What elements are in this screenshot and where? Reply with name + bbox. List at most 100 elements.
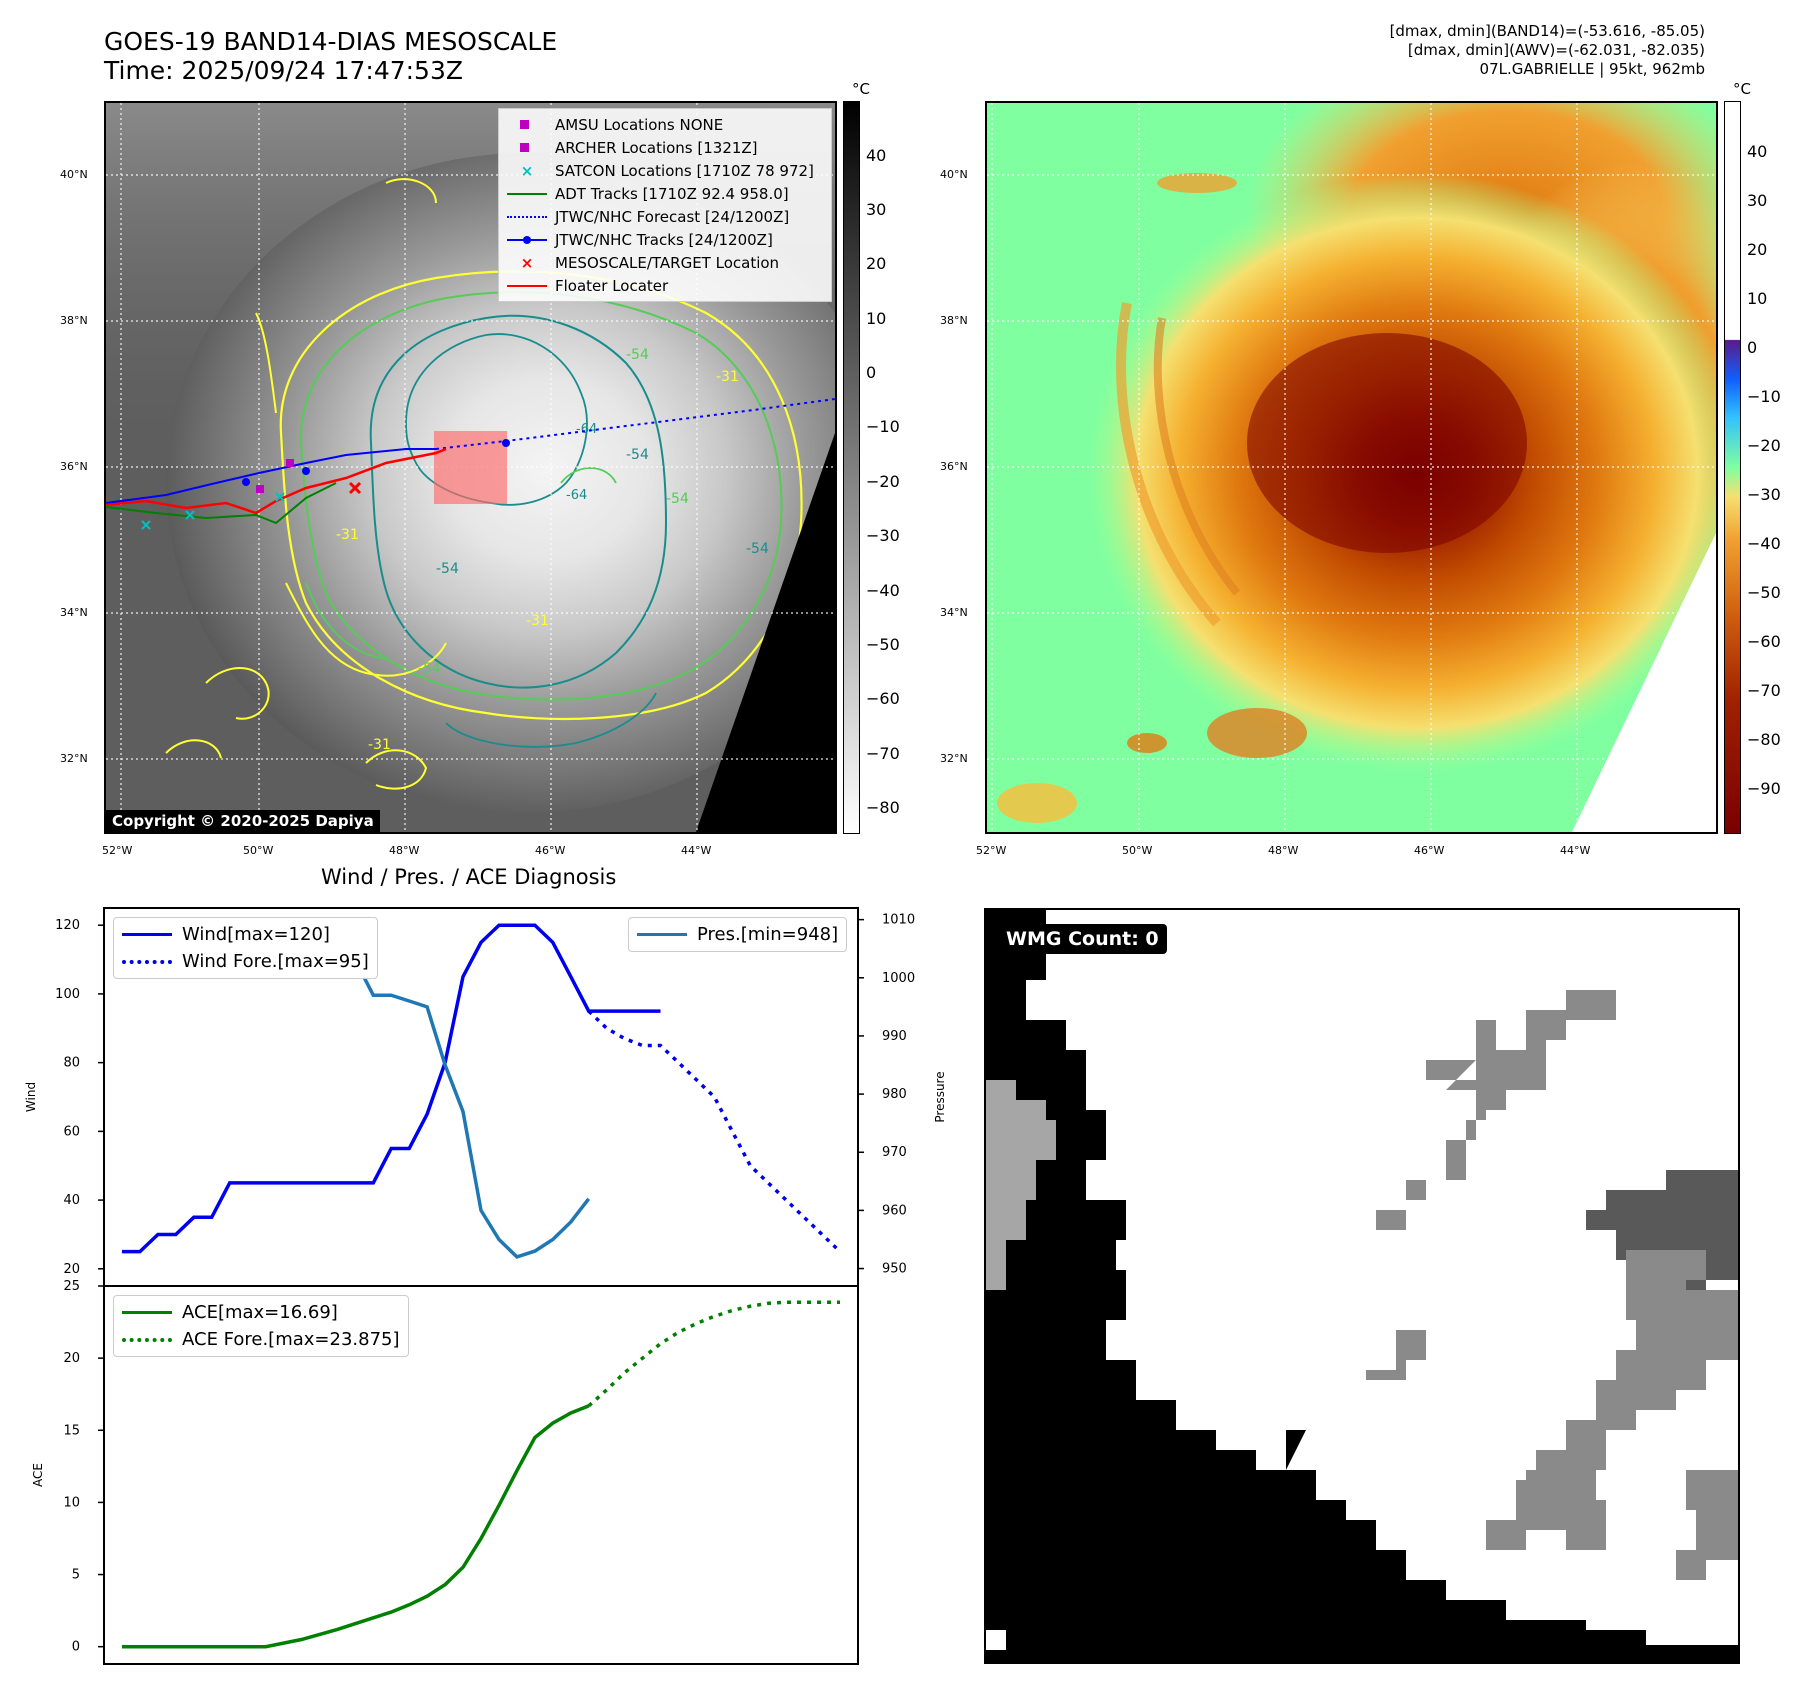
contour-label: -64 — [576, 422, 597, 437]
contour-label: -54 — [666, 491, 689, 507]
y-tick-label: 960 — [882, 1203, 907, 1218]
lat-label: 32°N — [940, 752, 968, 765]
ace-legend: ACE[max=16.69] ACE Fore.[max=23.875] — [113, 1295, 409, 1357]
y-tick-label: 980 — [882, 1087, 907, 1102]
lon-label: 48°W — [389, 844, 420, 857]
series-line-wind-max- — [122, 923, 661, 1254]
y-tick-label: 950 — [882, 1262, 907, 1277]
colorbar-unit: °C — [852, 80, 870, 98]
y-tick-label: 20 — [63, 1351, 80, 1366]
map-legend: AMSU Locations NONE ARCHER Locations [13… — [498, 108, 832, 302]
legend-row-tracks: JTWC/NHC Tracks [24/1200Z] — [505, 228, 825, 251]
y-tick-label: 120 — [55, 918, 80, 933]
lat-label: 32°N — [60, 752, 88, 765]
colorbar-tick: −10 — [1747, 387, 1781, 406]
legend-row-mesoscale: × MESOSCALE/TARGET Location — [505, 251, 825, 274]
lat-label: 38°N — [60, 314, 88, 327]
lat-label: 34°N — [940, 606, 968, 619]
colorbar-tick: −20 — [866, 472, 900, 491]
y-tick-label: 5 — [72, 1568, 80, 1583]
stats-line-1: [dmax, dmin](BAND14)=(-53.616, -85.05) — [1389, 22, 1705, 40]
lon-label: 44°W — [681, 844, 712, 857]
colorbar-tick: 0 — [866, 363, 877, 382]
wind-axis-label: Wind — [24, 1082, 38, 1112]
colorbar-tick: −60 — [1747, 632, 1781, 651]
contour-label: -54 — [418, 661, 441, 677]
legend-row-ace: ACE[max=16.69] — [122, 1299, 400, 1326]
colorbar-tick: 20 — [1747, 240, 1768, 259]
contour-label: -31 — [336, 527, 359, 543]
legend-row-forecast: JTWC/NHC Forecast [24/1200Z] — [505, 205, 825, 228]
colorbar-tick: 40 — [1747, 142, 1768, 161]
colorbar-tick: −50 — [1747, 583, 1781, 602]
series-line-ace-max- — [122, 1404, 590, 1649]
figure-title: GOES-19 BAND14-DIAS MESOSCALE Time: 2025… — [104, 27, 557, 85]
title-line-1: GOES-19 BAND14-DIAS MESOSCALE — [104, 27, 558, 56]
lon-label: 52°W — [102, 844, 133, 857]
legend-row-archer: ARCHER Locations [1321Z] — [505, 136, 825, 159]
line-dot-icon — [505, 233, 549, 247]
wmg-svg — [986, 910, 1738, 1662]
series-line-ace-fore-max- — [587, 1300, 840, 1408]
legend-row-pres: Pres.[min=948] — [637, 921, 838, 948]
lon-label: 46°W — [535, 844, 566, 857]
wmg-count-label: WMG Count: 0 — [998, 924, 1167, 954]
legend-row-floater: Floater Locater — [505, 274, 825, 297]
ace-axis-label: ACE — [31, 1463, 45, 1487]
y-tick-label: 60 — [63, 1124, 80, 1139]
pressure-legend: Pres.[min=948] — [628, 917, 848, 952]
lon-label: 50°W — [243, 844, 274, 857]
colorbar-tick: −30 — [1747, 485, 1781, 504]
legend-row-wind-fore: Wind Fore.[max=95] — [122, 948, 369, 975]
x-marker-icon: × — [520, 253, 534, 272]
legend-row-amsu: AMSU Locations NONE — [505, 113, 825, 136]
colorbar-tick: −50 — [866, 635, 900, 654]
colorbar-tick: 10 — [1747, 289, 1768, 308]
colorbar-tick: −30 — [866, 526, 900, 545]
y-tick-label: 25 — [63, 1279, 80, 1294]
series-line-wind-fore-max- — [587, 1009, 842, 1253]
ace-panel: 0 5 10 15 20 25 ACE — [31, 1279, 859, 1665]
lat-label: 36°N — [940, 460, 968, 473]
colorbar-tick: 30 — [866, 200, 887, 219]
colorbar-tick: −90 — [1747, 779, 1781, 798]
dotted-line-icon — [505, 210, 549, 224]
y-tick-label: 10 — [63, 1495, 80, 1510]
lat-label: 40°N — [60, 168, 88, 181]
lat-label: 36°N — [60, 460, 88, 473]
legend-row-adt: ADT Tracks [1710Z 92.4 958.0] — [505, 182, 825, 205]
colorbar-tick: 30 — [1747, 191, 1768, 210]
line-icon — [505, 187, 549, 201]
lat-label: 38°N — [940, 314, 968, 327]
wind-pressure-panel: 20 40 60 80 100 120 950 960 970 980 990 1000 1010 W… — [24, 907, 947, 1287]
y-tick-label: 100 — [55, 987, 80, 1002]
awv-map — [985, 101, 1718, 834]
colorbar-tick: 20 — [866, 254, 887, 273]
lon-label: 48°W — [1268, 844, 1299, 857]
pressure-axis-label: Pressure — [933, 1071, 947, 1122]
lat-label: 40°N — [940, 168, 968, 181]
colorbar-tick: 10 — [866, 309, 887, 328]
contour-label: -31 — [526, 613, 549, 629]
colorbar-tick: −70 — [866, 744, 900, 763]
square-marker-icon — [505, 141, 549, 155]
legend-row-ace-fore: ACE Fore.[max=23.875] — [122, 1326, 400, 1353]
band14-map: -54 -54 -54 -54 -54 -31 -31 -31 -31 -64 … — [104, 101, 837, 834]
colorbar-tick: −10 — [866, 417, 900, 436]
lon-label: 44°W — [1560, 844, 1591, 857]
copyright-label: Copyright © 2020-2025 Dapiya — [106, 810, 380, 832]
contour-label: -54 — [626, 447, 649, 463]
lon-label: 46°W — [1414, 844, 1445, 857]
y-tick-label: 15 — [63, 1423, 80, 1438]
dotted-line-icon — [122, 1337, 172, 1342]
wind-legend: Wind[max=120] Wind Fore.[max=95] — [113, 917, 378, 979]
colorbar-tick: −80 — [1747, 730, 1781, 749]
lon-label: 52°W — [976, 844, 1007, 857]
y-tick-label: 40 — [63, 1193, 80, 1208]
lon-label: 50°W — [1122, 844, 1153, 857]
y-tick-label: 0 — [72, 1640, 80, 1655]
line-icon — [505, 279, 549, 293]
awv-colorbar — [1724, 101, 1741, 834]
contour-label: -31 — [716, 369, 739, 385]
